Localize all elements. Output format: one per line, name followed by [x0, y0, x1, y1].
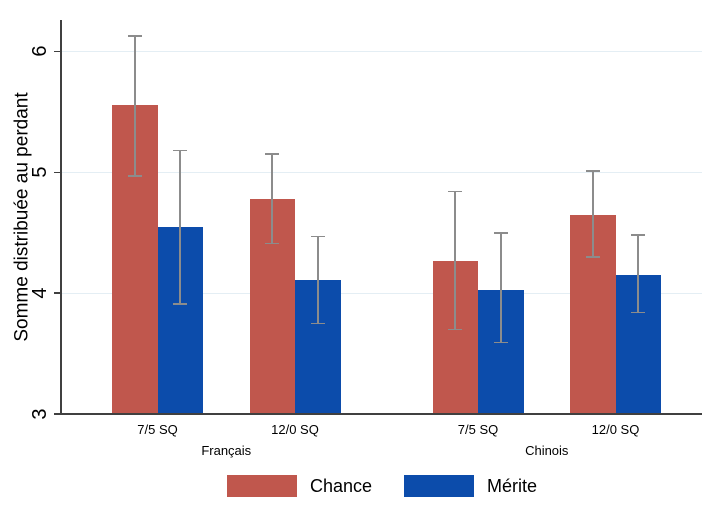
- error-bar-mérite-1-line: [179, 150, 182, 304]
- error-bar-mérite-3-cap-high: [493, 231, 508, 234]
- error-bar-chance-1-cap-high: [127, 34, 142, 37]
- error-bar-chance-2-cap-low: [265, 242, 280, 245]
- legend: Chance Mérite: [62, 471, 702, 501]
- error-bar-chance-1-cap-low: [127, 175, 142, 177]
- x-tick-label-2: 12/0 SQ: [271, 422, 319, 437]
- legend-label-chance: Chance: [309, 476, 373, 496]
- legend-entry-mérite: Mérite: [404, 475, 537, 497]
- error-bar-mérite-4-cap-low: [631, 311, 646, 314]
- y-tick-6: [54, 50, 61, 53]
- error-bar-mérite-3-cap-low: [493, 341, 508, 344]
- error-bar-chance-2-line: [271, 154, 274, 244]
- error-bar-chance-2-cap-high: [265, 153, 280, 155]
- y-tick-label-3: 3: [29, 408, 51, 420]
- y-tick-5: [54, 171, 61, 174]
- y-tick-label-6: 6: [29, 45, 51, 57]
- legend-swatch-chance: [226, 475, 297, 497]
- y-axis-line: [60, 20, 62, 414]
- error-bar-chance-4-cap-high: [585, 170, 600, 172]
- error-bar-mérite-4-line: [637, 235, 640, 313]
- error-bar-mérite-2-cap-high: [310, 235, 325, 238]
- error-bar-chance-1-line: [133, 35, 136, 176]
- gridline-y-6: [62, 50, 702, 52]
- y-tick-label-5: 5: [29, 166, 51, 178]
- error-bar-mérite-2-line: [316, 236, 319, 324]
- y-tick-label-4: 4: [29, 287, 51, 299]
- x-tick-label-4: 12/0 SQ: [591, 422, 640, 437]
- error-bar-mérite-1-cap-high: [173, 149, 188, 152]
- y-tick-4: [54, 292, 61, 294]
- error-bar-chance-4-cap-low: [585, 256, 600, 258]
- error-bar-mérite-1-cap-low: [173, 303, 188, 305]
- x-tick-label-3: 7/5 SQ: [457, 422, 499, 437]
- error-bar-chance-4-line: [591, 171, 594, 257]
- legend-label-mérite: Mérite: [487, 476, 538, 496]
- y-tick-3: [54, 413, 61, 415]
- gridline-y-5: [62, 171, 702, 173]
- error-bar-mérite-3-line: [499, 232, 502, 343]
- error-bar-chance-3-cap-low: [448, 328, 463, 331]
- legend-swatch-mérite: [404, 475, 475, 497]
- error-bar-chance-3-line: [454, 191, 457, 330]
- error-bar-chance-3-cap-high: [448, 190, 463, 193]
- group-label-1: Français: [201, 443, 252, 458]
- error-bar-mérite-4-cap-high: [631, 234, 646, 236]
- group-label-2: Chinois: [525, 443, 569, 458]
- error-bar-mérite-2-cap-low: [310, 322, 325, 325]
- gridline-y-4: [62, 292, 702, 294]
- x-axis-line: [60, 413, 702, 415]
- legend-entry-chance: Chance: [226, 475, 373, 497]
- x-tick-label-1: 7/5 SQ: [137, 422, 178, 437]
